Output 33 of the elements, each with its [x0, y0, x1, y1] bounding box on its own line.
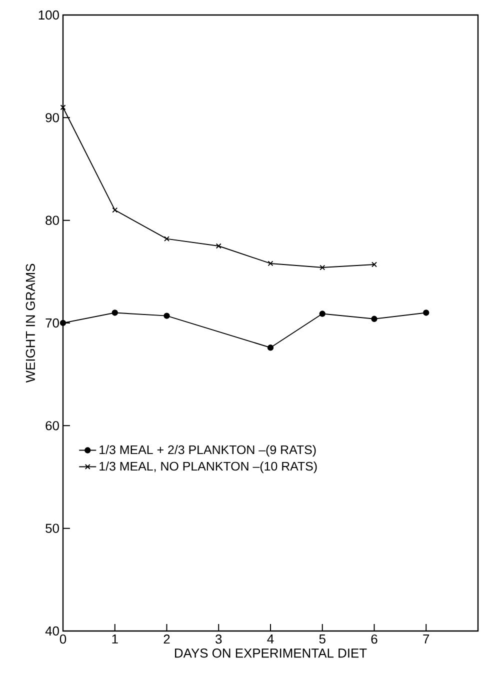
point [320, 264, 326, 270]
y-tick-label: 70 [46, 318, 59, 328]
point [60, 104, 66, 110]
point [423, 310, 430, 316]
point [164, 236, 170, 242]
point [371, 316, 378, 322]
x-tick-label: 3 [216, 634, 222, 644]
point [112, 207, 118, 213]
point [267, 344, 274, 351]
y-axis-title: WEIGHT IN GRAMS [26, 264, 36, 383]
x-tick-label: 1 [112, 634, 118, 644]
y-tick-label: 40 [45, 626, 59, 636]
y-tick-label: 100 [38, 10, 59, 20]
point [60, 320, 66, 326]
point [268, 260, 274, 266]
y-tick-label: 80 [46, 216, 59, 225]
point [164, 312, 170, 319]
point [216, 243, 222, 249]
y-tick-label: 90 [46, 113, 59, 122]
x-tick-label: 4 [267, 634, 274, 644]
x-tick-label: 7 [423, 634, 430, 644]
point [319, 310, 326, 317]
x-tick-label: 5 [319, 634, 326, 644]
x-tick-label: 2 [164, 634, 170, 644]
x-axis-title: DAYS ON EXPERIMENTAL DIET [175, 648, 367, 658]
legend-label: 1/3 MEAL, NO PLANKTON –(10 RATS) [100, 461, 317, 474]
y-tick-label: 50 [46, 524, 59, 533]
legend-label: 1/3 MEAL + 2/3 PLANKTON –(9 RATS) [100, 445, 316, 457]
x-tick-label: 0 [60, 634, 66, 644]
point [112, 310, 118, 316]
x-tick-label: 6 [371, 634, 378, 644]
point [371, 262, 377, 268]
y-tick-label: 60 [46, 421, 59, 430]
